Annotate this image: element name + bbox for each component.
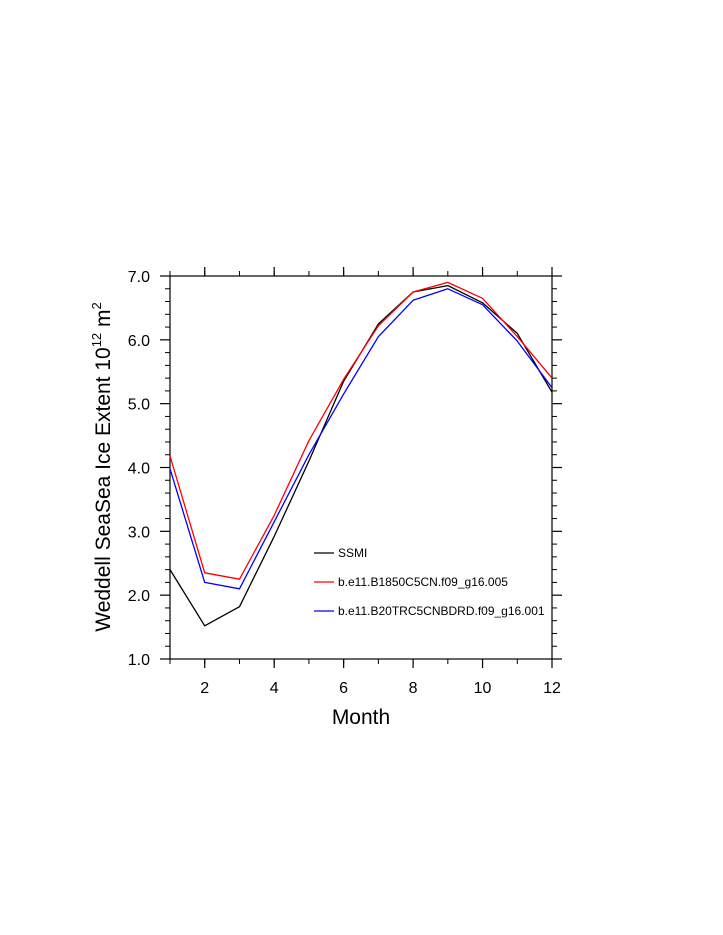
plot-area [169, 275, 553, 660]
y-axis-title-unit-exponent: 2 [89, 302, 104, 309]
series-line-2 [169, 281, 553, 580]
series-layer [169, 281, 553, 627]
y-tick-label: 6.0 [128, 333, 150, 350]
y-tick-label: 3.0 [128, 524, 150, 541]
legend-label: SSMI [338, 546, 367, 560]
y-axis-title: Weddell SeaSea Ice Extent 1012 m2 [89, 302, 115, 632]
x-tick-label: 10 [474, 680, 492, 697]
series-line-3 [169, 288, 553, 590]
legend-label: b.e11.B1850C5CN.f09_g16.005 [338, 575, 508, 589]
y-axis-title-exponent: 12 [89, 333, 104, 347]
x-tick-label: 2 [200, 680, 209, 697]
y-tick-label: 1.0 [128, 652, 150, 669]
x-axis-title: Month [332, 706, 390, 729]
y-axis-title-main: Weddell SeaSea Ice Extent 10 [92, 347, 115, 631]
y-tick-label: 7.0 [128, 269, 150, 286]
legend: SSMI b.e11.B1850C5CN.f09_g16.005 b.e11.B20… [314, 546, 545, 618]
x-tick-label: 4 [270, 680, 279, 697]
x-tick-label: 6 [339, 680, 348, 697]
x-tick-label: 12 [543, 680, 561, 697]
y-tick-label: 5.0 [128, 397, 150, 414]
legend-label: b.e11.B20TRC5CNBDRD.f09_g16.001 [338, 604, 545, 618]
y-axis-title-unit: m [92, 309, 115, 327]
y-tick-label: 2.0 [128, 588, 150, 605]
plot-frame [169, 275, 553, 660]
axes-layer: 2 4 6 8 10 12 1.0 2.0 3.0 4.0 5.0 6.0 7.0 [128, 267, 562, 697]
y-tick-label: 4.0 [128, 461, 150, 478]
x-tick-label: 8 [409, 680, 418, 697]
